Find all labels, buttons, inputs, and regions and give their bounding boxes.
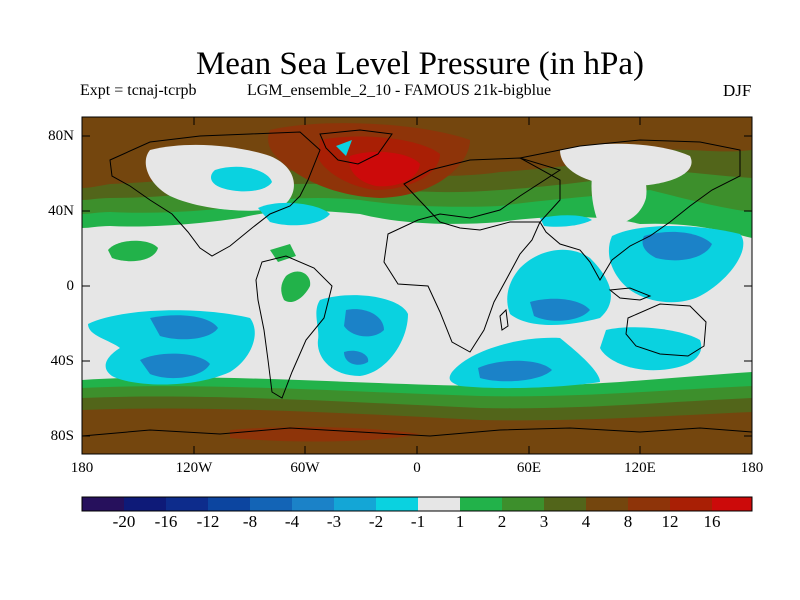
colorbar-label-14: 16: [703, 512, 721, 531]
colorbar: [81, 496, 753, 512]
colorbar-swatch-10: [502, 497, 544, 511]
lon-label-60w: 60W: [290, 460, 320, 476]
lat-label-80s: 80S: [50, 428, 74, 444]
east-atlantic-low: [540, 215, 592, 227]
ensemble-label: LGM_ensemble_2_10 - FAMOUS 21k-bigblue: [247, 82, 552, 99]
colorbar-label-10: 3: [539, 512, 549, 531]
colorbar-label-4: -4: [284, 512, 300, 531]
east-asia-neutral: [591, 150, 647, 225]
south-atlantic-low-3: [344, 350, 369, 365]
greenland-cyan-patch: [336, 140, 352, 156]
australia-low: [600, 327, 702, 371]
lat-label-80n: 80N: [48, 128, 74, 144]
colorbar-label-6: -2: [368, 512, 384, 531]
south-atlantic-low-2: [344, 309, 384, 337]
antarctica-outline: [82, 427, 752, 437]
colorbar-swatch-6: [334, 497, 376, 511]
colorbar-swatch-1: [124, 497, 166, 511]
colorbar-swatch-0: [82, 497, 124, 511]
colorbar-swatch-7: [376, 497, 418, 511]
plot-title: Mean Sea Level Pressure (in hPa): [195, 46, 645, 82]
asia-outline: [518, 139, 741, 281]
colorbar-label-2: -12: [196, 512, 220, 531]
antarctic-high-core: [230, 427, 420, 442]
colorbar-swatch-12: [586, 497, 628, 511]
lon-label-120w: 120W: [175, 460, 213, 476]
north-atlantic-high-core: [349, 151, 420, 187]
colorbar-label-12: 8: [623, 512, 633, 531]
south-pacific-low-2: [150, 315, 218, 340]
europe-africa-outline: [383, 157, 562, 353]
colorbar-frame: [81, 496, 753, 512]
colorbar-label-1: -16: [154, 512, 178, 531]
greenland-outline: [319, 129, 393, 165]
lon-label-120e: 120E: [624, 460, 656, 476]
lon-label-0: 0: [413, 460, 421, 476]
colorbar-swatch-8: [418, 497, 460, 511]
colorbar-label-13: 12: [661, 512, 679, 531]
coastlines: [82, 129, 752, 437]
colorbar-swatch-14: [670, 497, 712, 511]
indian-ocean-low-2: [478, 360, 552, 382]
lon-label-180-left: 180: [70, 460, 94, 476]
north-america-outline: [109, 131, 321, 257]
colorbar-label-11: 4: [581, 512, 591, 531]
colorbar-swatch-3: [208, 497, 250, 511]
map-field: [82, 117, 752, 454]
south-america-green: [281, 271, 311, 303]
pacific-green-blob: [108, 240, 158, 262]
maritime-continent-low-2: [642, 231, 712, 261]
madagascar-outline: [499, 308, 509, 331]
atlantic-low: [258, 202, 330, 226]
south-pacific-low-3: [140, 353, 210, 379]
colorbar-label-7: -1: [410, 512, 426, 531]
colorbar-swatch-15: [712, 497, 752, 511]
colorbar-label-9: 2: [497, 512, 507, 531]
lat-label-0: 0: [66, 278, 75, 294]
colorbar-swatch-4: [250, 497, 292, 511]
colorbar-swatch-9: [460, 497, 502, 511]
colorbar-label-5: -3: [326, 512, 342, 531]
lat-label-40s: 40S: [50, 353, 74, 369]
axis-ticks: [82, 117, 752, 454]
experiment-label: Expt = tcnaj-tcrpb: [80, 82, 197, 99]
colorbar-label-3: -8: [242, 512, 258, 531]
colorbar-label-0: -20: [112, 512, 136, 531]
colorbar-label-8: 1: [455, 512, 465, 531]
tropical-indian-low-2: [530, 298, 590, 321]
season-label: DJF: [723, 81, 752, 100]
colorbar-swatch-13: [628, 497, 670, 511]
indonesia-outline: [608, 287, 652, 301]
lon-label-180-right: 180: [740, 460, 764, 476]
antarctic-high: [82, 408, 752, 454]
lat-label-40n: 40N: [48, 203, 74, 219]
lon-label-60e: 60E: [516, 460, 542, 476]
north-america-low: [210, 166, 272, 192]
colorbar-swatch-2: [166, 497, 208, 511]
colorbar-swatch-5: [292, 497, 334, 511]
australia-outline: [625, 303, 707, 357]
colorbar-swatch-11: [544, 497, 586, 511]
south-america-outline: [255, 255, 333, 399]
